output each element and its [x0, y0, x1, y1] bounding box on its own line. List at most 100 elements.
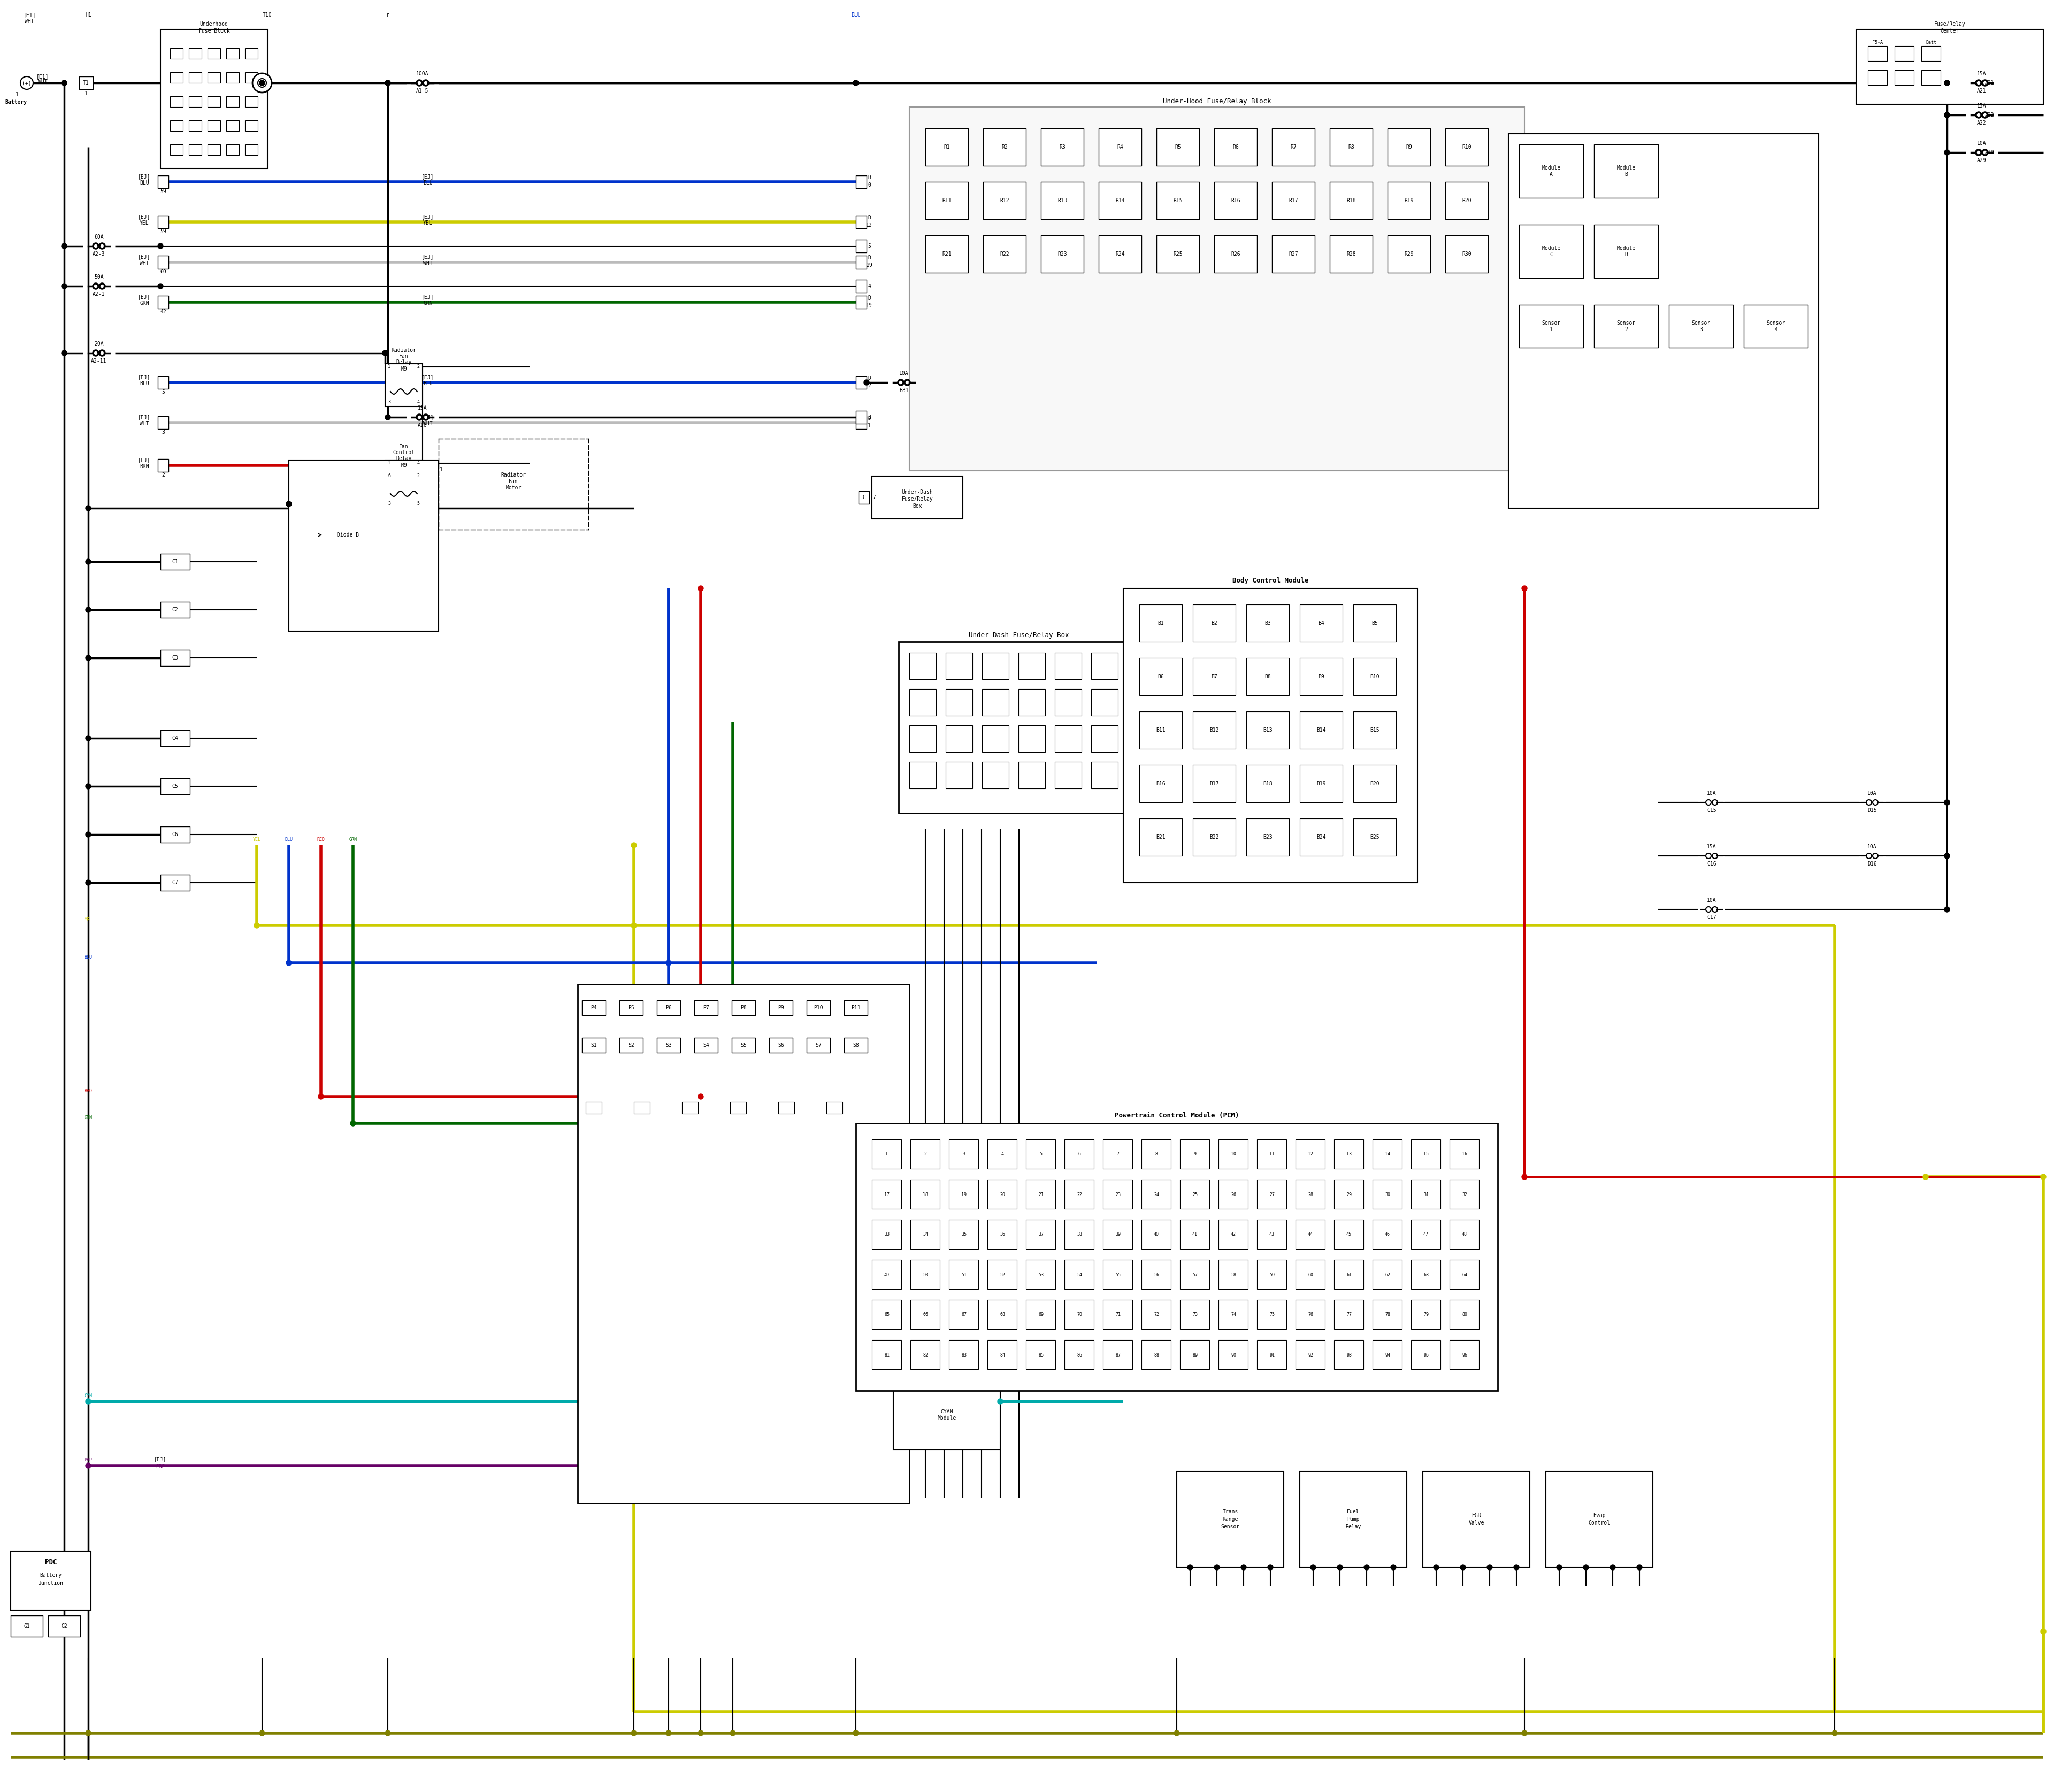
Bar — [1247, 711, 1290, 749]
Text: 1: 1 — [16, 91, 18, 97]
Text: R19: R19 — [1405, 197, 1413, 202]
Circle shape — [86, 559, 90, 564]
Bar — [857, 215, 867, 228]
Circle shape — [631, 842, 637, 848]
Circle shape — [158, 244, 162, 249]
Text: 10: 10 — [1230, 1152, 1237, 1158]
Text: 3: 3 — [388, 400, 390, 405]
Text: Battery: Battery — [4, 100, 27, 106]
Text: WHT: WHT — [423, 421, 433, 426]
Text: [EJ]: [EJ] — [421, 213, 433, 219]
Circle shape — [998, 1400, 1002, 1405]
Text: S3: S3 — [665, 1043, 672, 1048]
Bar — [226, 120, 238, 131]
Bar — [871, 1140, 902, 1168]
Text: [EJ]: [EJ] — [421, 414, 433, 419]
Bar — [926, 181, 967, 219]
Circle shape — [1713, 853, 1717, 858]
Circle shape — [318, 1093, 325, 1098]
Bar — [1411, 1140, 1440, 1168]
Circle shape — [665, 1731, 672, 1736]
Text: C2: C2 — [173, 607, 179, 613]
Bar — [1354, 819, 1397, 857]
Bar — [1333, 1340, 1364, 1369]
Circle shape — [1867, 853, 1871, 858]
Text: [EJ]: [EJ] — [138, 414, 150, 419]
Bar — [189, 145, 201, 156]
Text: 84: 84 — [1000, 1353, 1004, 1357]
Text: Under-Dash: Under-Dash — [902, 489, 933, 495]
Bar — [1446, 129, 1487, 167]
Bar — [1193, 658, 1237, 695]
Bar — [160, 729, 189, 745]
Text: BLU: BLU — [140, 181, 150, 186]
Bar — [1271, 235, 1315, 272]
Text: P5: P5 — [629, 1005, 635, 1011]
Bar — [160, 874, 189, 891]
Bar — [1520, 145, 1584, 197]
Bar — [1099, 129, 1142, 167]
Text: R8: R8 — [1347, 145, 1354, 151]
Bar — [1508, 134, 1818, 509]
Text: R22: R22 — [1000, 251, 1009, 256]
Bar — [1142, 1260, 1171, 1288]
Bar — [1372, 1340, 1403, 1369]
Text: 25: 25 — [1191, 1192, 1197, 1197]
Bar — [857, 176, 867, 188]
Text: [EJ]: [EJ] — [138, 254, 150, 260]
Bar — [1372, 1140, 1403, 1168]
Circle shape — [1267, 1564, 1273, 1570]
Text: YEL: YEL — [140, 220, 150, 226]
Text: 17: 17 — [883, 1192, 889, 1197]
Text: B2: B2 — [1212, 620, 1218, 625]
Text: S7: S7 — [815, 1043, 822, 1048]
Bar — [160, 602, 189, 618]
Bar — [47, 1615, 80, 1636]
Circle shape — [86, 656, 90, 661]
Bar — [10, 1552, 90, 1611]
Bar — [244, 97, 259, 108]
Text: Module: Module — [1616, 165, 1635, 170]
Text: B23: B23 — [1263, 835, 1271, 840]
Bar — [807, 1038, 830, 1052]
Bar — [945, 762, 972, 788]
Text: 15A: 15A — [1978, 72, 1986, 77]
Circle shape — [1945, 853, 1949, 858]
Bar — [982, 726, 1009, 753]
Text: [EJ]: [EJ] — [138, 375, 150, 380]
Text: 91: 91 — [1269, 1353, 1276, 1357]
Circle shape — [386, 81, 390, 86]
Text: Battery: Battery — [39, 1573, 62, 1579]
Bar — [1411, 1179, 1440, 1210]
Bar — [226, 97, 238, 108]
Bar — [1103, 1340, 1132, 1369]
Text: Radiator: Radiator — [390, 348, 417, 353]
Circle shape — [382, 351, 388, 357]
Bar — [1091, 652, 1117, 679]
Text: 1: 1 — [388, 364, 390, 369]
Text: 55: 55 — [1115, 1272, 1121, 1278]
Text: B24: B24 — [1317, 835, 1327, 840]
Bar — [1257, 1220, 1286, 1249]
Bar — [160, 778, 189, 794]
Bar — [982, 652, 1009, 679]
Text: 57: 57 — [1191, 1272, 1197, 1278]
Bar — [1450, 1340, 1479, 1369]
Circle shape — [2040, 1174, 2046, 1179]
Text: 64: 64 — [1462, 1272, 1467, 1278]
Text: 54: 54 — [1076, 1272, 1082, 1278]
Text: A21: A21 — [1978, 88, 1986, 93]
Bar — [290, 461, 440, 631]
Bar — [1446, 181, 1487, 219]
Circle shape — [1522, 1731, 1526, 1736]
Bar — [1547, 1471, 1653, 1568]
Bar — [1214, 235, 1257, 272]
Circle shape — [698, 1093, 702, 1098]
Bar — [949, 1340, 978, 1369]
Bar — [1257, 1340, 1286, 1369]
Bar — [1025, 1220, 1056, 1249]
Bar — [857, 296, 867, 308]
Bar — [1064, 1260, 1095, 1288]
Bar — [988, 1340, 1017, 1369]
Circle shape — [86, 505, 90, 511]
